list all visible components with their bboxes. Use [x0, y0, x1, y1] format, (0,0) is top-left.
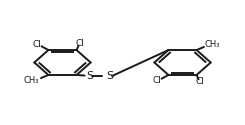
Text: Cl: Cl [195, 77, 204, 86]
Text: Cl: Cl [153, 76, 162, 86]
Text: CH₃: CH₃ [24, 76, 39, 85]
Text: S: S [106, 71, 113, 81]
Text: CH₃: CH₃ [205, 40, 220, 49]
Text: Cl: Cl [33, 40, 42, 48]
Text: S: S [86, 71, 93, 81]
Text: Cl: Cl [75, 39, 84, 48]
